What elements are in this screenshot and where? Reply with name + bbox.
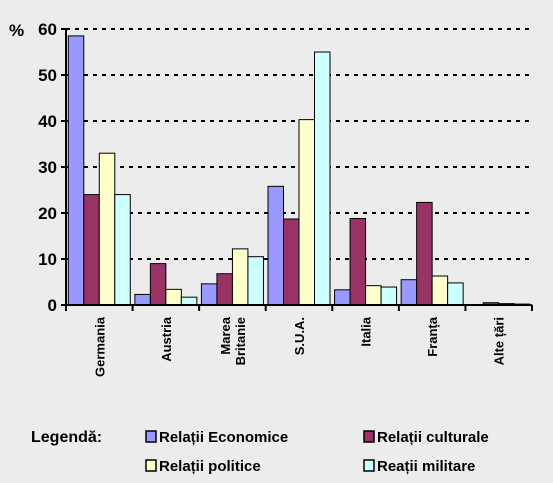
bar-1-4 xyxy=(267,185,284,306)
bar-4-6 xyxy=(447,282,464,306)
x-category-label-line: Britanie xyxy=(233,317,248,365)
x-category-label: Germania xyxy=(92,316,107,377)
x-category-label: Austria xyxy=(159,316,174,362)
bar-3-6 xyxy=(431,275,449,306)
y-tick-label: 50 xyxy=(38,66,57,85)
bar-1-1 xyxy=(67,35,85,306)
x-category-label: Alte țări xyxy=(492,317,507,365)
x-category-label-line: Alte țări xyxy=(492,317,507,365)
legend-swatch xyxy=(145,459,157,472)
bar-3-4 xyxy=(298,119,315,306)
legend-label: Relații culturale xyxy=(377,429,489,446)
y-tick-label: 30 xyxy=(38,158,57,177)
gridlines xyxy=(66,28,532,260)
bar-1-5 xyxy=(334,289,351,306)
bar-2-6 xyxy=(416,201,433,306)
bar-1-3 xyxy=(200,283,218,306)
bar-4-5 xyxy=(380,286,398,306)
x-category-label: Italia xyxy=(359,316,374,346)
bar-2-2 xyxy=(149,263,167,306)
legend-title: Legendă: xyxy=(31,429,102,446)
legend-swatch xyxy=(363,459,375,472)
bar-3-5 xyxy=(365,285,382,306)
legend-label: Relații Economice xyxy=(159,429,288,446)
y-tick-label: 60 xyxy=(38,20,57,39)
bars xyxy=(67,35,531,306)
y-tick-label: 20 xyxy=(38,204,57,223)
legend-swatch xyxy=(363,430,375,443)
x-category-label-line: Germania xyxy=(92,316,107,377)
legend-label: Reații militare xyxy=(377,458,475,475)
y-tick-label: 40 xyxy=(38,112,57,131)
bar-1-6 xyxy=(400,279,418,306)
bar-2-5 xyxy=(349,218,367,306)
x-category-label: S.U.A. xyxy=(292,317,307,355)
bar-2-3 xyxy=(216,273,233,306)
y-tick-label: 10 xyxy=(38,250,57,269)
bar-2-1 xyxy=(83,194,100,306)
x-tick-labels: Germania Austria Marea Britanie S.U.A. Italia… xyxy=(92,316,506,377)
x-category-label: Marea Britanie xyxy=(218,316,248,365)
x-category-label: Franța xyxy=(425,316,440,357)
y-tick-label: 0 xyxy=(48,296,57,315)
legend-label: Relații politice xyxy=(159,458,261,475)
bar-4-2 xyxy=(180,296,198,306)
bar-3-2 xyxy=(165,288,182,306)
x-category-label-line: Marea xyxy=(218,316,233,354)
bar-4-4 xyxy=(314,51,331,306)
legend: Legendă: Relații Economice Relații cultur… xyxy=(31,429,489,475)
x-category-label-line: Franța xyxy=(425,316,440,357)
bar-3-3 xyxy=(231,248,249,306)
bar-4-1 xyxy=(114,194,131,306)
bar-1-2 xyxy=(134,293,151,306)
bar-3-1 xyxy=(98,152,116,306)
legend-swatch xyxy=(145,430,157,443)
x-category-label-line: Austria xyxy=(159,316,174,362)
bar-2-4 xyxy=(283,218,300,306)
y-axis-unit-label: % xyxy=(9,21,24,40)
axes: % 0 10 20 30 40 50 60 xyxy=(9,20,533,315)
x-category-label-line: S.U.A. xyxy=(292,317,307,355)
x-category-label-line: Italia xyxy=(359,316,374,346)
bar-4-3 xyxy=(247,256,264,306)
